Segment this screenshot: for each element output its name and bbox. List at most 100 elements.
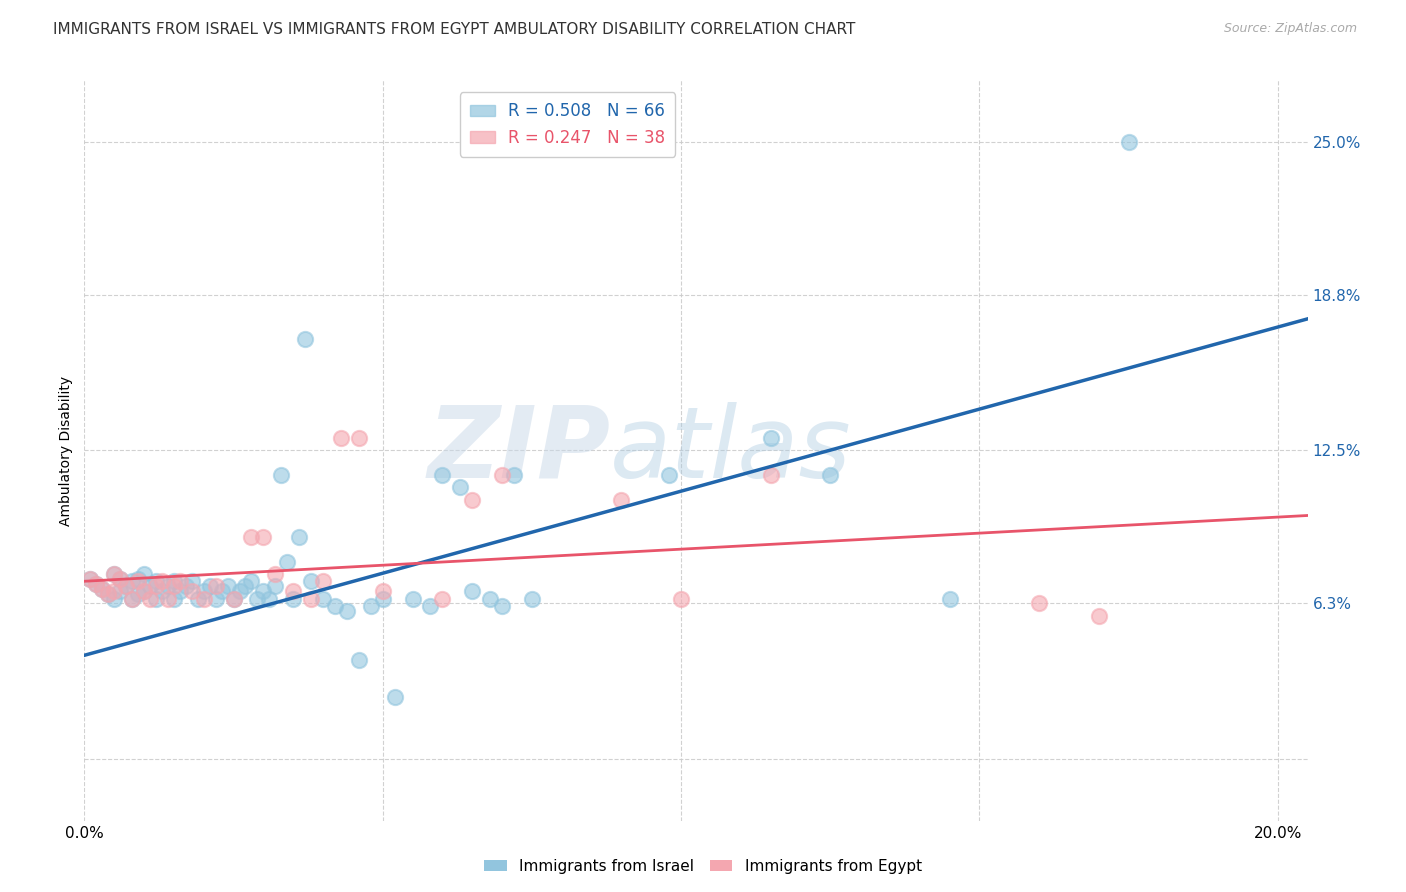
Point xyxy=(491,599,513,613)
Point xyxy=(187,591,209,606)
Point xyxy=(312,574,335,589)
Point xyxy=(198,579,221,593)
Point xyxy=(329,431,352,445)
Point xyxy=(169,574,191,589)
Point xyxy=(520,591,543,606)
Point xyxy=(103,566,125,581)
Point xyxy=(91,582,114,596)
Point xyxy=(91,582,114,596)
Point xyxy=(669,591,692,606)
Point xyxy=(121,591,143,606)
Point xyxy=(299,591,322,606)
Point xyxy=(132,584,155,599)
Point xyxy=(288,530,311,544)
Point xyxy=(180,584,202,599)
Point xyxy=(84,576,107,591)
Point xyxy=(610,492,633,507)
Point xyxy=(419,599,441,613)
Point xyxy=(312,591,335,606)
Point xyxy=(193,584,215,599)
Point xyxy=(347,653,370,667)
Point xyxy=(299,574,322,589)
Point xyxy=(139,591,162,606)
Point xyxy=(121,591,143,606)
Point xyxy=(174,579,197,593)
Point xyxy=(108,572,131,586)
Point xyxy=(246,591,269,606)
Point xyxy=(132,566,155,581)
Point xyxy=(240,530,263,544)
Point xyxy=(276,554,298,569)
Point xyxy=(139,579,162,593)
Point xyxy=(1028,597,1050,611)
Point xyxy=(759,431,782,445)
Point xyxy=(222,591,245,606)
Point xyxy=(371,584,394,599)
Point xyxy=(347,431,370,445)
Point xyxy=(145,579,167,593)
Point xyxy=(252,530,274,544)
Point xyxy=(84,576,107,591)
Point xyxy=(127,586,149,600)
Point xyxy=(115,579,138,593)
Point xyxy=(371,591,394,606)
Point xyxy=(461,492,484,507)
Point xyxy=(115,579,138,593)
Point xyxy=(270,468,292,483)
Point xyxy=(401,591,423,606)
Point xyxy=(169,584,191,599)
Point xyxy=(193,591,215,606)
Point xyxy=(204,591,226,606)
Point xyxy=(1118,135,1140,149)
Point xyxy=(222,591,245,606)
Point xyxy=(759,468,782,483)
Point xyxy=(211,584,233,599)
Point xyxy=(156,579,179,593)
Y-axis label: Ambulatory Disability: Ambulatory Disability xyxy=(59,376,73,525)
Point xyxy=(79,572,101,586)
Point xyxy=(503,468,526,483)
Point xyxy=(145,574,167,589)
Point xyxy=(818,468,841,483)
Point xyxy=(103,584,125,599)
Point xyxy=(259,591,281,606)
Point xyxy=(252,584,274,599)
Point xyxy=(79,572,101,586)
Point xyxy=(384,690,406,705)
Point xyxy=(264,579,287,593)
Point xyxy=(127,572,149,586)
Point xyxy=(235,579,257,593)
Point xyxy=(228,584,250,599)
Legend: R = 0.508   N = 66, R = 0.247   N = 38: R = 0.508 N = 66, R = 0.247 N = 38 xyxy=(460,92,675,157)
Point xyxy=(180,574,202,589)
Point xyxy=(1087,608,1109,623)
Point xyxy=(283,584,305,599)
Point xyxy=(145,591,167,606)
Point xyxy=(108,584,131,599)
Point xyxy=(323,599,346,613)
Point xyxy=(461,584,484,599)
Point xyxy=(294,333,316,347)
Text: Source: ZipAtlas.com: Source: ZipAtlas.com xyxy=(1223,22,1357,36)
Text: atlas: atlas xyxy=(610,402,852,499)
Point xyxy=(163,579,186,593)
Point xyxy=(479,591,502,606)
Point xyxy=(150,574,173,589)
Point xyxy=(163,591,186,606)
Point xyxy=(132,584,155,599)
Point xyxy=(938,591,960,606)
Point xyxy=(204,579,226,593)
Point xyxy=(97,586,120,600)
Point xyxy=(432,468,454,483)
Point xyxy=(97,586,120,600)
Point xyxy=(240,574,263,589)
Point xyxy=(432,591,454,606)
Point xyxy=(336,604,359,618)
Point xyxy=(156,591,179,606)
Point xyxy=(103,591,125,606)
Legend: Immigrants from Israel, Immigrants from Egypt: Immigrants from Israel, Immigrants from … xyxy=(478,853,928,880)
Point xyxy=(360,599,382,613)
Point xyxy=(163,574,186,589)
Point xyxy=(103,566,125,581)
Point xyxy=(108,572,131,586)
